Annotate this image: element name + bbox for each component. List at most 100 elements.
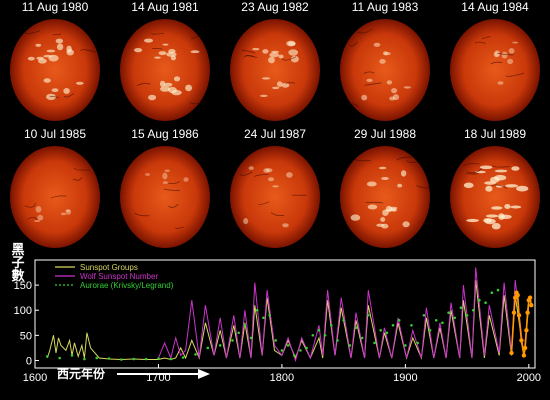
data-point [348,344,352,347]
sun-disk-image [120,146,210,248]
series-line [46,280,530,361]
sun-image-date: 14 Aug 1984 [461,0,529,14]
data-point [206,346,210,350]
data-point [367,314,370,317]
data-point [515,293,520,298]
plot-frame [34,259,536,369]
y-tick-label: 150 [14,280,32,292]
sun-image-cell: 29 Jul 1988 [330,127,440,255]
x-tick-label: 1800 [270,372,294,384]
data-point [255,308,259,312]
data-point [107,357,111,360]
data-point [237,331,240,335]
data-point [181,356,185,359]
data-point [286,344,290,347]
data-point [416,341,420,345]
data-point [231,339,234,342]
data-point [478,298,481,302]
legend-label: Sunspot Groups [80,263,138,272]
data-point [525,310,530,315]
data-point [521,353,527,358]
data-point [511,310,517,315]
data-point [529,303,534,308]
sun-disk-image [340,146,430,248]
data-point [342,319,345,322]
data-point [299,349,302,352]
sun-image-date: 11 Aug 1983 [351,0,419,14]
sun-image-date: 10 Jul 1985 [23,127,87,141]
data-point [397,319,401,322]
sun-image-cell: 11 Aug 1980 [0,0,110,128]
arrow-head-icon [198,369,210,379]
data-point [434,319,438,322]
sun-image-date: 23 Aug 1982 [241,0,309,14]
data-point [305,346,308,350]
y-tick-label: 100 [14,305,32,317]
sun-image-cell: 14 Aug 1981 [110,0,220,128]
data-point [484,301,487,304]
x-axis-label: 西元年份 [57,366,106,381]
data-point [262,316,265,320]
sun-image-cell: 18 Jul 1989 [440,127,550,255]
sun-image-cell: 15 Aug 1986 [110,127,220,255]
data-point [453,316,457,320]
x-tick-label: 2000 [517,372,541,384]
data-point [268,314,271,317]
data-point [428,329,432,332]
data-point [360,336,364,340]
data-point [249,336,253,340]
data-point [410,324,413,327]
sun-image-cell: 14 Aug 1984 [440,0,550,128]
data-point [46,355,49,358]
data-point [385,331,389,335]
data-point [354,326,358,330]
y-tick-label: 50 [20,330,32,342]
data-point [459,306,463,309]
data-point [323,334,327,337]
data-point [280,349,284,352]
data-point [330,324,333,327]
sun-image-date: 15 Aug 1986 [131,127,199,141]
sun-disk-image [450,19,540,121]
sun-image-date: 24 Jul 1987 [243,127,307,141]
data-point [522,345,528,351]
series-line [158,267,530,363]
data-point [422,314,426,317]
x-tick-label: 1600 [23,372,47,384]
data-point [472,308,475,312]
legend-label: Wolf Sunspot Number [80,272,158,281]
sun-disk-image [10,146,100,248]
data-point [465,314,469,317]
data-point [379,329,383,332]
data-point [274,339,278,342]
data-point [169,357,173,361]
x-tick-label: 1900 [393,372,417,384]
data-point [519,338,524,343]
data-point [132,357,136,361]
data-point [311,334,315,337]
data-point [441,321,444,325]
sun-image-cell: 11 Aug 1983 [330,0,440,128]
sun-image-date: 18 Jul 1989 [463,127,527,141]
y-tick-label: 0 [26,355,32,367]
data-point [490,291,494,294]
data-point [144,357,148,361]
sun-disk-image [230,19,320,121]
sun-image-cell: 10 Jul 1985 [0,127,110,255]
data-point [120,358,123,361]
data-point [336,339,339,342]
data-point [157,357,160,360]
legend-label: Aurorae (Krivsky/Legrand) [80,281,174,290]
sun-image-date: 11 Aug 1980 [21,0,89,14]
data-point [527,295,533,300]
sun-image-cell: 24 Jul 1987 [220,127,330,255]
data-point [524,328,529,333]
sun-disk-image [230,146,320,248]
sun-disk-image [450,146,540,248]
data-point [58,356,61,360]
y-axis-label: 黑子數 [9,243,25,283]
data-point [218,344,222,347]
data-point [194,353,197,356]
